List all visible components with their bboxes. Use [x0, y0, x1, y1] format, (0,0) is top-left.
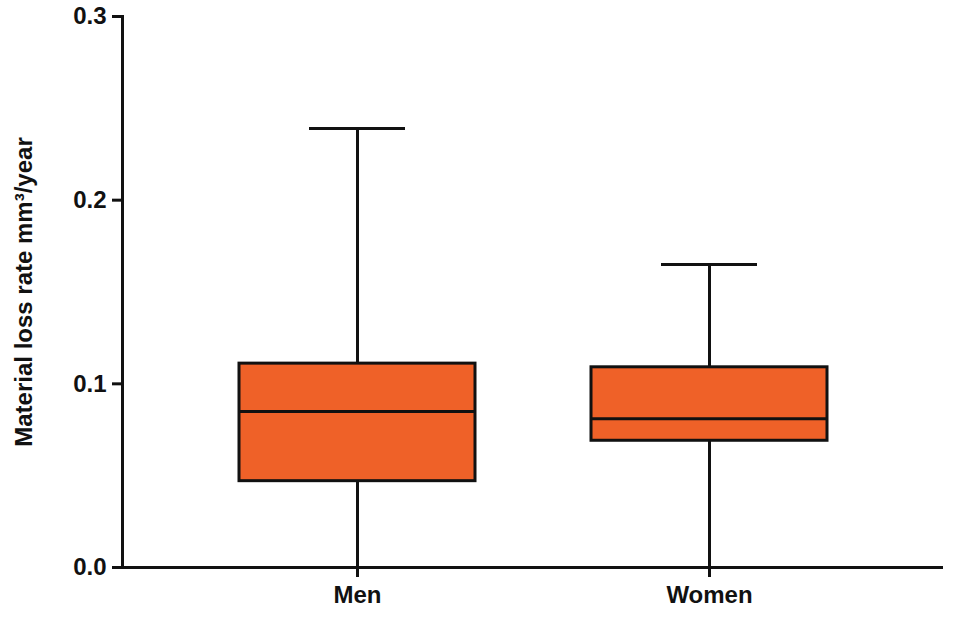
- svg-text:0.3: 0.3: [73, 2, 106, 29]
- svg-text:Men: Men: [334, 581, 382, 608]
- svg-text:Women: Women: [666, 581, 752, 608]
- svg-text:0.0: 0.0: [73, 553, 106, 580]
- svg-text:0.1: 0.1: [73, 370, 106, 397]
- svg-text:0.2: 0.2: [73, 186, 106, 213]
- svg-text:Material loss rate mm³/year: Material loss rate mm³/year: [10, 137, 37, 446]
